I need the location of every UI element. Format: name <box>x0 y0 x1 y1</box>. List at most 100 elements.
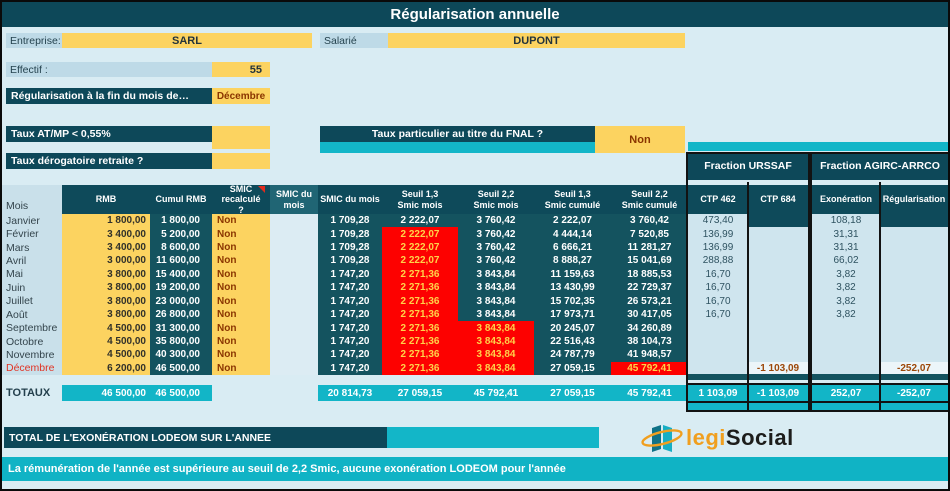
cell-month[interactable]: Juin <box>2 281 62 295</box>
cell-smic-du-mois-b[interactable]: 1 709,28 <box>318 240 382 255</box>
cell-seuil22-mois[interactable]: 3 843,84 <box>458 321 534 335</box>
cell-seuil22-cumule[interactable]: 26 573,21 <box>611 294 688 308</box>
cell-seuil13-cumule[interactable]: 15 702,35 <box>534 294 611 308</box>
cell-smic-recalcule[interactable]: Non <box>212 254 270 268</box>
cell-seuil22-cumule[interactable]: 41 948,57 <box>611 348 688 362</box>
cell-month[interactable]: Décembre <box>2 361 62 376</box>
fnal-input[interactable]: Non <box>595 126 685 153</box>
cell-ctp462[interactable]: 136,99 <box>688 240 748 255</box>
cell-cumul-rmb[interactable]: 1 800,00 <box>150 214 212 228</box>
cell-smic-du-mois-b[interactable]: 1 709,28 <box>318 254 382 268</box>
cell-month[interactable]: Mai <box>2 267 62 282</box>
cell-exoneration[interactable] <box>812 321 880 335</box>
total-exoneration[interactable]: 252,07 <box>812 385 880 401</box>
cell-regularisation[interactable] <box>880 348 948 362</box>
cell-month[interactable]: Octobre <box>2 334 62 349</box>
cell-seuil22-cumule[interactable]: 45 792,41 <box>611 361 688 376</box>
total-ctp462[interactable]: 1 103,09 <box>688 385 748 401</box>
cell-exoneration[interactable]: 3,82 <box>812 307 880 322</box>
cell-smic-du-mois-b[interactable]: 1 747,20 <box>318 267 382 282</box>
cell-ctp684[interactable] <box>748 348 808 362</box>
cell-regularisation[interactable] <box>880 294 948 308</box>
cell-smic-du-mois-b[interactable]: 1 747,20 <box>318 307 382 322</box>
cell-ctp684[interactable] <box>748 307 808 322</box>
cell-rmb[interactable]: 1 800,00 <box>62 214 150 228</box>
cell-exoneration[interactable]: 3,82 <box>812 294 880 308</box>
cell-seuil22-cumule[interactable]: 11 281,27 <box>611 240 688 255</box>
cell-seuil22-mois[interactable]: 3 843,84 <box>458 267 534 282</box>
cell-rmb[interactable]: 3 800,00 <box>62 294 150 308</box>
cell-rmb[interactable]: 3 400,00 <box>62 227 150 241</box>
cell-smic-du-mois-a[interactable] <box>270 361 318 376</box>
cell-smic-recalcule[interactable]: Non <box>212 348 270 362</box>
cell-ctp684[interactable]: -1 103,09 <box>748 361 808 376</box>
cell-cumul-rmb[interactable]: 5 200,00 <box>150 227 212 241</box>
effectif-input[interactable]: 55 <box>212 62 270 77</box>
cell-seuil13-cumule[interactable]: 4 444,14 <box>534 227 611 241</box>
cell-seuil22-mois[interactable]: 3 843,84 <box>458 281 534 295</box>
cell-month[interactable]: Septembre <box>2 321 62 335</box>
cell-smic-du-mois-a[interactable] <box>270 214 318 228</box>
cell-smic-du-mois-b[interactable]: 1 747,20 <box>318 334 382 349</box>
cell-rmb[interactable]: 6 200,00 <box>62 361 150 376</box>
cell-smic-recalcule[interactable]: Non <box>212 214 270 228</box>
cell-smic-du-mois-a[interactable] <box>270 281 318 295</box>
cell-exoneration[interactable]: 3,82 <box>812 281 880 295</box>
cell-cumul-rmb[interactable]: 11 600,00 <box>150 254 212 268</box>
cell-smic-du-mois-a[interactable] <box>270 240 318 255</box>
regularisation-mois-input[interactable]: Décembre <box>212 88 270 104</box>
cell-seuil13-mois[interactable]: 2 271,36 <box>382 307 458 322</box>
cell-ctp462[interactable] <box>688 321 748 335</box>
cell-exoneration[interactable] <box>812 361 880 376</box>
taux-atmp-input[interactable] <box>212 126 270 149</box>
total-regularisation[interactable]: -252,07 <box>880 385 948 401</box>
cell-ctp684[interactable] <box>748 334 808 349</box>
cell-seuil13-mois[interactable]: 2 271,36 <box>382 361 458 376</box>
cell-cumul-rmb[interactable]: 35 800,00 <box>150 334 212 349</box>
taux-derogatoire-input[interactable] <box>212 153 270 169</box>
cell-seuil13-mois[interactable]: 2 222,07 <box>382 254 458 268</box>
cell-seuil13-mois[interactable]: 2 271,36 <box>382 348 458 362</box>
cell-seuil13-mois[interactable]: 2 271,36 <box>382 267 458 282</box>
cell-seuil13-cumule[interactable]: 8 888,27 <box>534 254 611 268</box>
cell-seuil13-mois[interactable]: 2 271,36 <box>382 321 458 335</box>
cell-smic-du-mois-b[interactable]: 1 747,20 <box>318 281 382 295</box>
cell-cumul-rmb[interactable]: 40 300,00 <box>150 348 212 362</box>
cell-seuil22-cumule[interactable]: 30 417,05 <box>611 307 688 322</box>
cell-exoneration[interactable]: 108,18 <box>812 214 880 228</box>
cell-regularisation[interactable] <box>880 240 948 255</box>
cell-seuil22-cumule[interactable]: 18 885,53 <box>611 267 688 282</box>
salarie-input[interactable]: DUPONT <box>388 33 685 48</box>
cell-seuil13-cumule[interactable]: 27 059,15 <box>534 361 611 376</box>
cell-seuil13-cumule[interactable]: 20 245,07 <box>534 321 611 335</box>
cell-rmb[interactable]: 3 000,00 <box>62 254 150 268</box>
cell-exoneration[interactable]: 31,31 <box>812 240 880 255</box>
cell-seuil13-cumule[interactable]: 2 222,07 <box>534 214 611 228</box>
cell-seuil22-cumule[interactable]: 7 520,85 <box>611 227 688 241</box>
cell-cumul-rmb[interactable]: 46 500,00 <box>150 361 212 376</box>
cell-regularisation[interactable]: -252,07 <box>880 361 948 376</box>
total-seuil13-cumule[interactable]: 27 059,15 <box>534 385 611 401</box>
cell-ctp684[interactable] <box>748 227 808 241</box>
cell-regularisation[interactable] <box>880 214 948 228</box>
cell-seuil22-cumule[interactable]: 15 041,69 <box>611 254 688 268</box>
cell-seuil13-mois[interactable]: 2 222,07 <box>382 227 458 241</box>
cell-smic-du-mois-b[interactable]: 1 747,20 <box>318 348 382 362</box>
cell-seuil22-mois[interactable]: 3 760,42 <box>458 214 534 228</box>
cell-smic-recalcule[interactable]: Non <box>212 281 270 295</box>
cell-seuil22-cumule[interactable]: 38 104,73 <box>611 334 688 349</box>
cell-seuil13-cumule[interactable]: 22 516,43 <box>534 334 611 349</box>
cell-regularisation[interactable] <box>880 334 948 349</box>
cell-smic-recalcule[interactable]: Non <box>212 307 270 322</box>
cell-seuil22-cumule[interactable]: 34 260,89 <box>611 321 688 335</box>
cell-seuil22-mois[interactable]: 3 843,84 <box>458 361 534 376</box>
total-seuil22-mois[interactable]: 45 792,41 <box>458 385 534 401</box>
cell-smic-du-mois-a[interactable] <box>270 294 318 308</box>
cell-smic-du-mois-a[interactable] <box>270 227 318 241</box>
cell-exoneration[interactable]: 31,31 <box>812 227 880 241</box>
cell-smic-du-mois-a[interactable] <box>270 254 318 268</box>
cell-regularisation[interactable] <box>880 267 948 282</box>
cell-ctp462[interactable] <box>688 361 748 376</box>
cell-month[interactable]: Juillet <box>2 294 62 308</box>
cell-ctp684[interactable] <box>748 240 808 255</box>
